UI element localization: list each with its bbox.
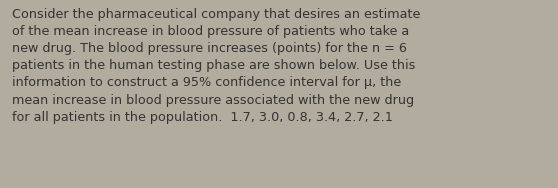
Text: Consider the pharmaceutical company that desires an estimate
of the mean increas: Consider the pharmaceutical company that… xyxy=(12,8,421,124)
